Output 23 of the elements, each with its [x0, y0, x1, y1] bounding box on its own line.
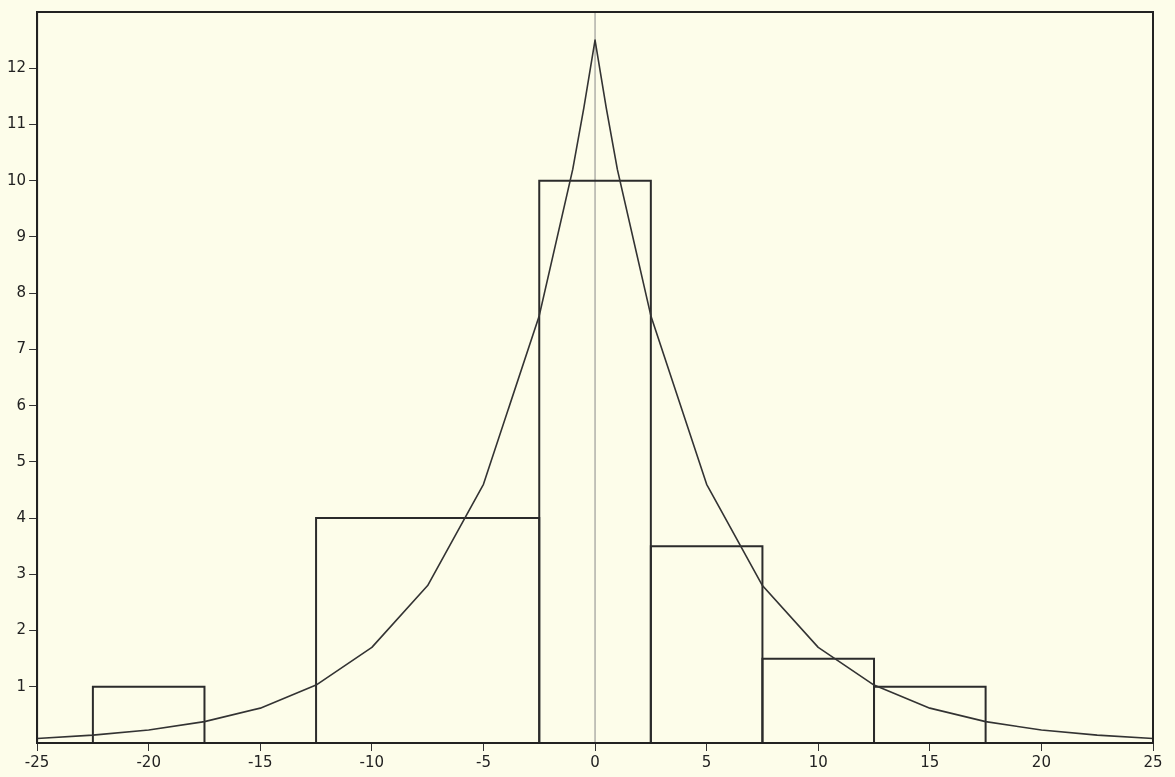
y-tick-label: 11	[6, 114, 27, 133]
x-tick-label: 25	[1143, 752, 1163, 771]
y-tick-label: 1	[16, 676, 27, 695]
x-tick-label: 10	[808, 752, 828, 771]
x-tick-label: -10	[359, 752, 385, 771]
y-tick-label: 5	[16, 451, 27, 470]
x-tick-label: -20	[136, 752, 161, 771]
y-tick-label: 9	[16, 226, 27, 245]
y-tick-label: 4	[16, 507, 27, 526]
x-tick-label: 5	[701, 752, 712, 771]
y-tick-label: 10	[6, 170, 27, 189]
x-tick-label: -5	[475, 752, 491, 771]
y-tick-label: 8	[16, 283, 27, 302]
y-tick-label: 6	[16, 395, 27, 414]
y-tick-label: 7	[16, 339, 27, 358]
x-tick-label: 15	[920, 752, 940, 771]
y-tick-label: 3	[16, 564, 27, 583]
x-tick-label: -25	[24, 752, 50, 771]
x-tick-label: 20	[1031, 752, 1051, 771]
x-tick-label: -15	[248, 752, 273, 771]
x-tick-label: 0	[590, 752, 600, 771]
y-tick-label: 12	[6, 58, 27, 77]
y-tick-label: 2	[16, 620, 27, 639]
